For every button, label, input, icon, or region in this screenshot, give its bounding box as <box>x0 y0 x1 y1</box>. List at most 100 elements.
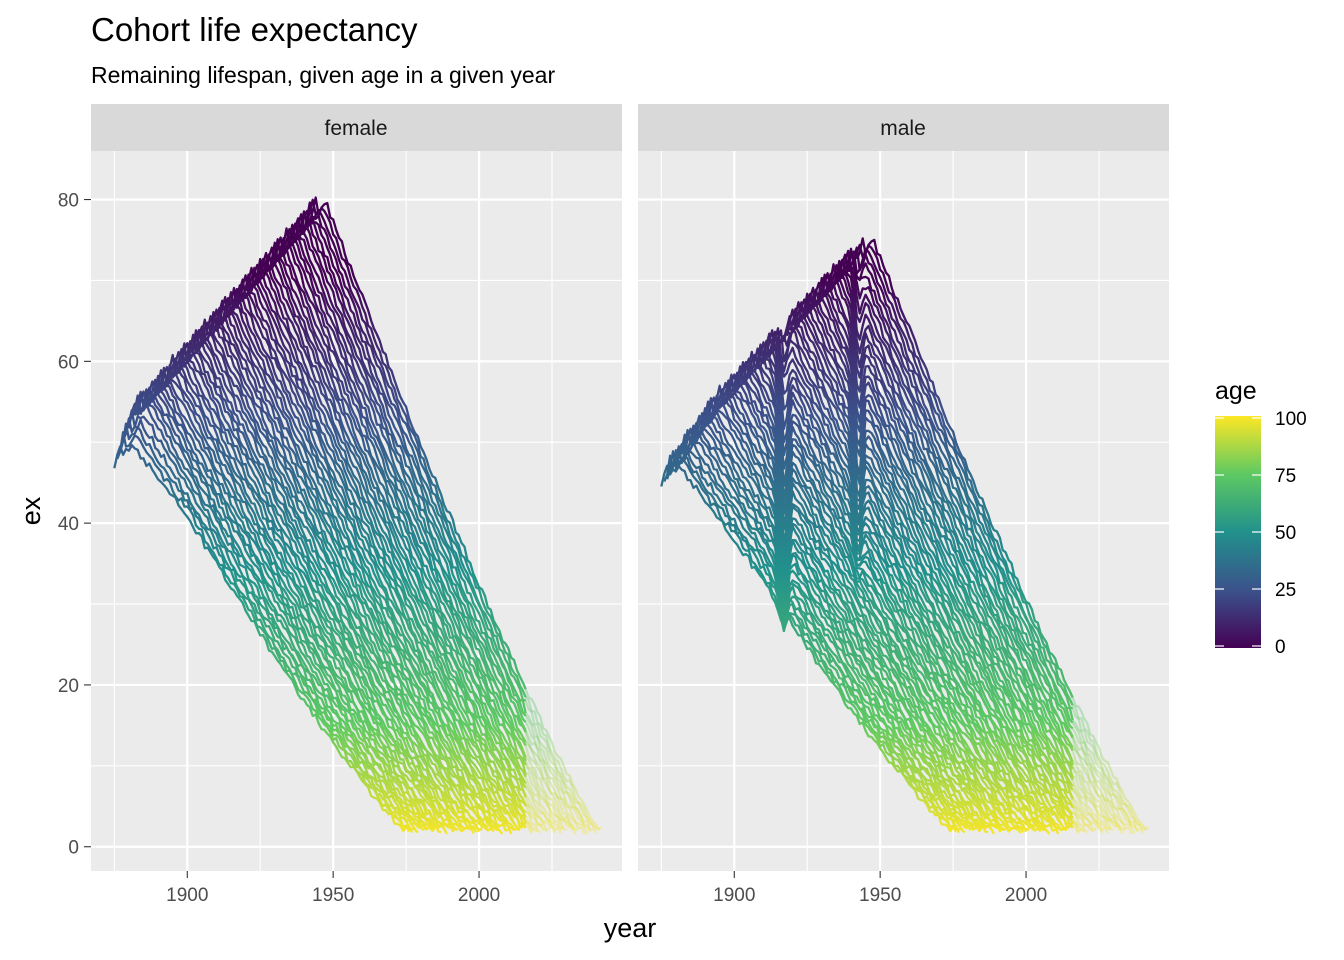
cohort-line-male-1914 <box>773 326 1068 832</box>
chart-title: Cohort life expectancy <box>91 11 418 48</box>
cohort-line-female-1888 <box>151 374 445 829</box>
cohort-line-female-1907 <box>206 310 500 831</box>
cohort-line-female-1933 <box>282 227 527 747</box>
cohort-line-female-1920 <box>244 266 527 819</box>
cohort-projection-male-1941 <box>1071 704 1147 831</box>
cohort-line-male-1913 <box>771 327 1065 832</box>
cohort-line-male-1928 <box>814 276 1074 781</box>
cohort-line-male-1909 <box>759 339 1054 829</box>
cohort-line-female-1908 <box>209 308 504 835</box>
cohort-projection-female-1925 <box>524 795 553 829</box>
cohort-line-male-1935 <box>835 258 1074 739</box>
y-axis-title: ex <box>16 496 46 525</box>
cohort-line-female-1934 <box>285 223 527 743</box>
x-tick-label: 1950 <box>859 885 901 906</box>
legend-tick-label: 25 <box>1275 580 1296 601</box>
cohort-line-male-1884 <box>686 424 981 832</box>
cohort-line-male-1930 <box>820 272 1074 770</box>
cohort-line-male-1897 <box>724 373 1019 831</box>
strip-female <box>91 104 622 151</box>
cohort-line-female-1882 <box>133 390 428 831</box>
y-tick-label: 80 <box>58 191 79 212</box>
cohort-line-male-1904 <box>744 350 1039 832</box>
chart-subtitle: Remaining lifespan, given age in a given… <box>91 62 555 88</box>
y-tick-label: 60 <box>58 352 79 373</box>
cohort-line-female-1885 <box>142 386 437 832</box>
cohort-line-female-1925 <box>259 251 527 797</box>
cohort-projection-female-1924 <box>524 797 550 832</box>
cohort-line-female-1877 <box>119 422 413 834</box>
cohort-projection-male-1942 <box>1071 697 1150 831</box>
cohort-projection-female-1934 <box>524 741 579 832</box>
x-tick-label: 2000 <box>1005 885 1047 906</box>
cohort-line-male-1929 <box>817 273 1074 779</box>
cohort-projection-female-1932 <box>524 756 574 831</box>
cohort-projection-male-1920 <box>1071 817 1086 833</box>
cohort-line-female-1936 <box>291 217 527 731</box>
cohort-line-female-1896 <box>174 348 468 830</box>
cohort-line-male-1893 <box>712 384 1006 831</box>
cohort-line-male-1938 <box>843 247 1074 724</box>
cohort-projection-female-1918 <box>524 822 533 835</box>
cohort-line-female-1923 <box>253 257 527 807</box>
x-axis-male: 1900 1950 2000 <box>713 871 1047 906</box>
cohort-line-male-1916 <box>780 324 1074 830</box>
cohort-projection-female-1928 <box>524 776 562 834</box>
cohort-line-male-1900 <box>733 365 1028 833</box>
cohort-line-female-1928 <box>267 241 527 778</box>
cohort-line-female-1940 <box>302 201 527 702</box>
cohort-line-female-1916 <box>232 284 527 829</box>
cohort-line-male-1920 <box>791 301 1074 820</box>
cohort-line-male-1876 <box>663 454 958 833</box>
cohort-line-female-1906 <box>203 315 498 831</box>
facet-male: male <box>638 104 1169 871</box>
cohort-line-female-1939 <box>299 209 527 714</box>
cohort-line-male-1888 <box>698 407 992 830</box>
x-tick-label: 2000 <box>458 885 500 906</box>
cohort-line-female-1879 <box>124 409 419 834</box>
cohort-projection-male-1939 <box>1071 719 1141 832</box>
cohort-line-male-1908 <box>756 341 1051 835</box>
cohort-lines-male <box>660 237 1150 835</box>
x-axis-female: 1900 1950 2000 <box>166 871 500 906</box>
cohort-line-female-1938 <box>296 210 527 717</box>
strip-label-female: female <box>324 117 387 140</box>
facet-female: female <box>91 104 622 871</box>
cohort-projection-female-1935 <box>524 732 582 830</box>
cohort-line-male-1923 <box>800 292 1074 809</box>
cohort-line-male-1933 <box>829 264 1074 752</box>
y-tick-label: 20 <box>58 676 79 697</box>
cohort-line-female-1912 <box>221 297 515 832</box>
cohort-line-female-1876 <box>116 431 411 833</box>
cohort-line-female-1909 <box>212 306 507 829</box>
cohort-line-male-1911 <box>765 329 1060 835</box>
cohort-line-female-1900 <box>186 333 481 833</box>
cohort-line-female-1904 <box>197 318 492 832</box>
x-tick-label: 1900 <box>166 885 208 906</box>
cohort-line-male-1942 <box>855 237 1074 699</box>
legend-title: age <box>1215 377 1257 405</box>
cohort-projection-female-1941 <box>524 696 600 831</box>
cohort-line-male-1905 <box>747 353 1042 833</box>
cohort-line-female-1902 <box>191 328 486 829</box>
cohort-line-male-1907 <box>753 343 1047 832</box>
cohort-line-male-1927 <box>811 281 1074 788</box>
y-axis: 0 20 40 60 80 <box>58 191 91 859</box>
cohort-line-female-1887 <box>148 378 442 834</box>
cohort-line-male-1901 <box>736 360 1030 832</box>
cohort-line-female-1941 <box>305 198 527 698</box>
legend-tick-label: 75 <box>1275 466 1296 487</box>
cohort-line-male-1896 <box>721 379 1015 830</box>
cohort-projection-female-1920 <box>524 817 539 833</box>
legend-tick-label: 50 <box>1275 523 1296 544</box>
cohort-projection-female-1937 <box>524 721 589 835</box>
cohort-line-male-1924 <box>803 292 1074 800</box>
cohort-line-female-1903 <box>194 325 489 829</box>
cohort-line-male-1879 <box>671 445 966 834</box>
cohort-projection-female-1940 <box>524 700 597 834</box>
cohort-projection-female-1942 <box>524 688 603 831</box>
cohort-line-female-1915 <box>229 287 523 830</box>
cohort-line-male-1880 <box>674 440 969 830</box>
cohort-line-female-1918 <box>238 274 527 826</box>
